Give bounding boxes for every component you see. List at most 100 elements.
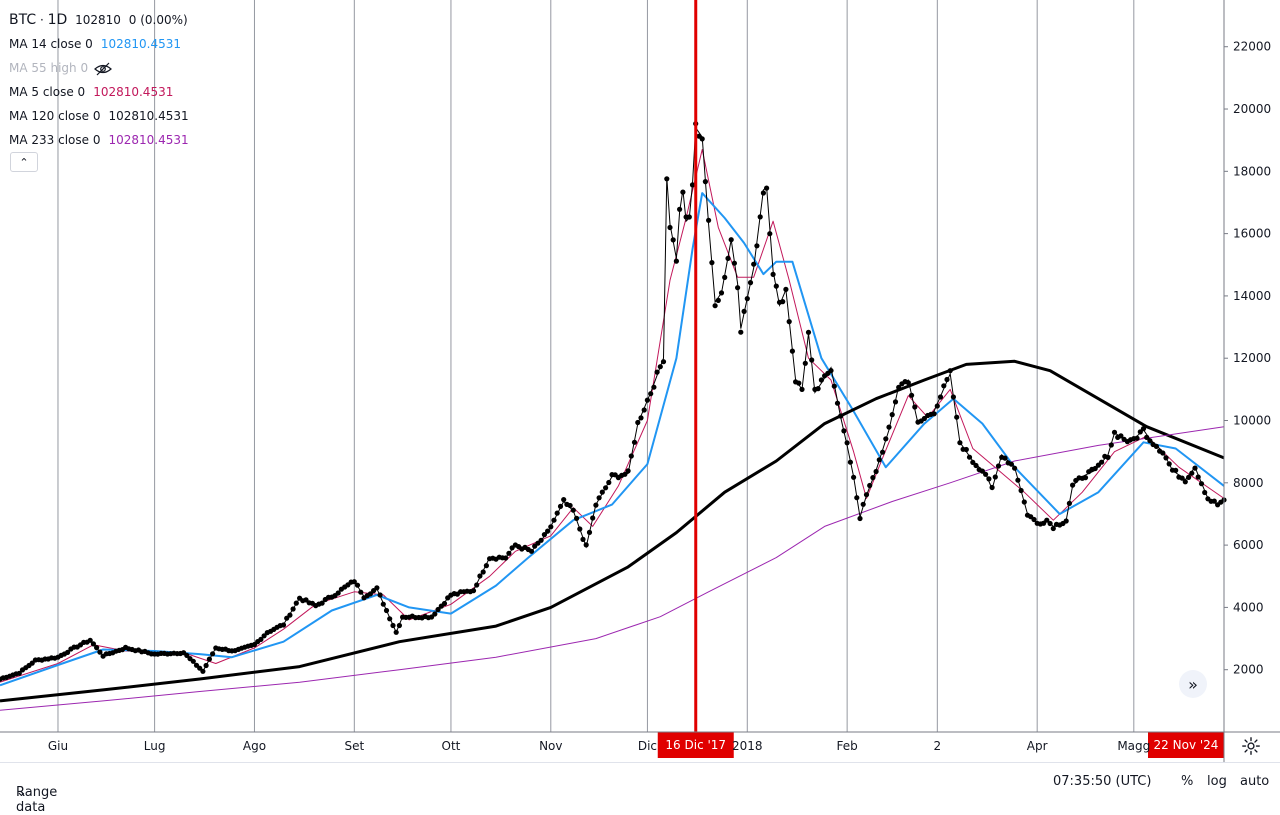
price-point (1063, 518, 1069, 524)
price-point (1050, 525, 1056, 532)
price-point (1166, 461, 1172, 467)
log-toggle[interactable]: log (1207, 774, 1227, 789)
price-point (1002, 455, 1008, 461)
price-point (545, 528, 551, 534)
price-point (441, 600, 448, 607)
price-point (744, 296, 750, 302)
price-point (963, 446, 969, 453)
price-point (767, 231, 773, 237)
price-point (751, 261, 757, 267)
price-point (567, 502, 573, 509)
price-point (94, 645, 100, 651)
price-point (841, 428, 847, 434)
price-point (660, 359, 667, 365)
price-point (1012, 465, 1018, 471)
collapse-legend-button[interactable]: ⌃ (10, 152, 38, 172)
y-tick-label: 10000 (1233, 414, 1271, 428)
price-point (483, 563, 489, 569)
gear-icon[interactable] (1240, 735, 1262, 757)
price-point (709, 260, 715, 266)
scroll-to-realtime-button[interactable]: » (1179, 670, 1207, 698)
percent-toggle[interactable]: % (1181, 774, 1194, 789)
price-point (1092, 465, 1098, 472)
indicator-row[interactable]: MA 14 close 0 102810.4531 (9, 32, 189, 56)
y-tick-label: 22000 (1233, 40, 1271, 54)
price-point (941, 383, 947, 389)
price-point (580, 536, 586, 543)
eye-crossed-icon[interactable] (94, 62, 112, 76)
price-point (1140, 426, 1147, 432)
indicator-row[interactable]: MA 233 close 0 102810.4531 (9, 128, 189, 152)
price-point (190, 658, 196, 664)
price-point (184, 652, 190, 659)
y-tick-label: 8000 (1233, 476, 1264, 490)
price-point (896, 384, 902, 390)
symbol-row: BTC · 1D 102810 0 (0.00%) (9, 8, 189, 32)
y-tick-label: 16000 (1233, 227, 1271, 241)
price-point (889, 412, 895, 418)
price-point (905, 380, 911, 386)
price-point (557, 503, 564, 509)
price-point (1031, 516, 1037, 523)
price-point (986, 476, 992, 482)
y-tick-label: 20000 (1233, 102, 1271, 116)
price-series (0, 121, 1227, 682)
price-point (380, 601, 386, 607)
y-tick-label: 2000 (1233, 663, 1264, 677)
indicator-label: MA 233 close 0 (9, 133, 101, 147)
indicator-row[interactable]: MA 120 close 0 102810.4531 (9, 104, 189, 128)
price-point (1198, 481, 1205, 487)
price-point (599, 489, 605, 495)
price-point (1066, 500, 1072, 506)
x-tick-label: Apr (1027, 739, 1048, 753)
price-point (648, 391, 654, 397)
price-point (480, 569, 486, 575)
price-point (1015, 477, 1021, 483)
interval-label[interactable]: 1D (47, 12, 68, 28)
price-point (854, 495, 860, 501)
x-tick-label: Dic (638, 739, 657, 753)
price-point (880, 449, 886, 455)
price-point (886, 424, 892, 430)
price-point (728, 237, 734, 243)
price-point (937, 394, 944, 400)
price-point (657, 364, 663, 370)
price-point (351, 579, 357, 585)
price-point (934, 403, 940, 409)
price-point (319, 600, 325, 606)
price-point (757, 214, 763, 220)
price-point (957, 440, 963, 446)
last-price: 102810 (75, 13, 121, 27)
indicator-row[interactable]: MA 55 high 0 (9, 56, 189, 80)
price-point (1147, 438, 1153, 444)
crosshair-date-box (657, 732, 734, 758)
price-point (638, 415, 644, 421)
price-point (909, 392, 915, 398)
price-point (860, 501, 866, 507)
price-point (377, 592, 383, 598)
price-point (780, 299, 786, 305)
auto-toggle[interactable]: auto (1240, 774, 1270, 789)
x-tick-label: Nov (539, 739, 562, 753)
price-point (966, 454, 973, 460)
price-point (200, 668, 206, 674)
price-point (670, 237, 676, 243)
price-point (354, 582, 361, 588)
price-point (432, 611, 438, 617)
price-point (1047, 520, 1053, 527)
price-point (992, 474, 998, 480)
price-point (1153, 443, 1159, 449)
price-point (973, 462, 979, 469)
price-point (1173, 467, 1179, 473)
double-chevron-right-icon: » (1188, 674, 1198, 694)
symbol-name[interactable]: BTC (9, 12, 37, 28)
price-point (577, 526, 583, 532)
price-point (805, 329, 812, 335)
price-point (1179, 475, 1185, 481)
chevron-up-icon: ⌃ (19, 155, 29, 169)
price-point (950, 394, 957, 400)
indicator-row[interactable]: MA 5 close 0 102810.4531 (9, 80, 189, 104)
price-point (680, 189, 686, 195)
price-point (1134, 435, 1140, 441)
